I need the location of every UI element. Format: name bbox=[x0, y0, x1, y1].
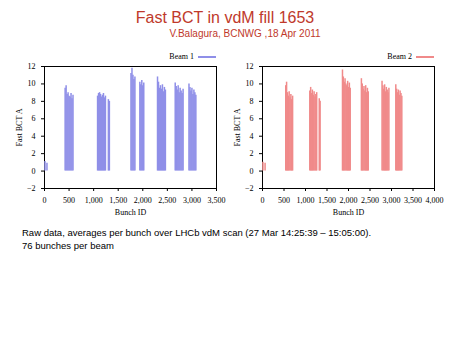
svg-text:4,000: 4,000 bbox=[426, 196, 444, 205]
html-text:Beam 2: Beam 2 bbox=[387, 52, 412, 61]
svg-text:0: 0 bbox=[43, 196, 47, 205]
svg-text:Bunch ID: Bunch ID bbox=[333, 208, 365, 217]
svg-text:2,500: 2,500 bbox=[158, 196, 176, 205]
svg-text:8: 8 bbox=[250, 97, 254, 106]
svg-text:500: 500 bbox=[63, 196, 75, 205]
svg-text:1,500: 1,500 bbox=[109, 196, 127, 205]
svg-text:6: 6 bbox=[32, 114, 36, 123]
svg-text:3,000: 3,000 bbox=[183, 196, 201, 205]
svg-text:12: 12 bbox=[28, 62, 36, 71]
svg-text:2,000: 2,000 bbox=[134, 196, 152, 205]
svg-text:10: 10 bbox=[246, 79, 254, 88]
svg-text:3,500: 3,500 bbox=[208, 196, 226, 205]
svg-text:1,000: 1,000 bbox=[85, 196, 103, 205]
html-text:Beam 1: Beam 1 bbox=[169, 52, 194, 61]
html-text:76 bunches per beam: 76 bunches per beam bbox=[22, 240, 114, 251]
svg-text:Fast BCT A: Fast BCT A bbox=[233, 108, 242, 146]
svg-text:500: 500 bbox=[278, 196, 290, 205]
html-text:V.Balagura, BCNWG ,18 Apr 2011: V.Balagura, BCNWG ,18 Apr 2011 bbox=[169, 28, 321, 39]
svg-text:4: 4 bbox=[32, 132, 36, 141]
svg-text:Bunch ID: Bunch ID bbox=[115, 208, 147, 217]
html-text:Fast BCT in vdM fill 1653: Fast BCT in vdM fill 1653 bbox=[135, 9, 315, 26]
svg-text:3,500: 3,500 bbox=[404, 196, 422, 205]
svg-text:2,000: 2,000 bbox=[340, 196, 358, 205]
svg-text:0: 0 bbox=[32, 167, 36, 176]
svg-text:3,000: 3,000 bbox=[383, 196, 401, 205]
svg-text:4: 4 bbox=[250, 132, 254, 141]
svg-text:8: 8 bbox=[32, 97, 36, 106]
svg-text:2: 2 bbox=[32, 149, 36, 158]
svg-text:0: 0 bbox=[250, 167, 254, 176]
svg-text:1,500: 1,500 bbox=[318, 196, 336, 205]
svg-text:0: 0 bbox=[261, 196, 265, 205]
svg-text:6: 6 bbox=[250, 114, 254, 123]
html-text:Raw data, averages per bunch o: Raw data, averages per bunch over LHCb v… bbox=[22, 227, 372, 238]
svg-text:2,500: 2,500 bbox=[361, 196, 379, 205]
svg-text:−2: −2 bbox=[27, 184, 36, 193]
svg-text:12: 12 bbox=[246, 62, 254, 71]
svg-text:Fast BCT A: Fast BCT A bbox=[15, 108, 24, 146]
svg-text:10: 10 bbox=[28, 79, 36, 88]
svg-text:1,000: 1,000 bbox=[297, 196, 315, 205]
svg-text:2: 2 bbox=[250, 149, 254, 158]
svg-text:−2: −2 bbox=[245, 184, 254, 193]
